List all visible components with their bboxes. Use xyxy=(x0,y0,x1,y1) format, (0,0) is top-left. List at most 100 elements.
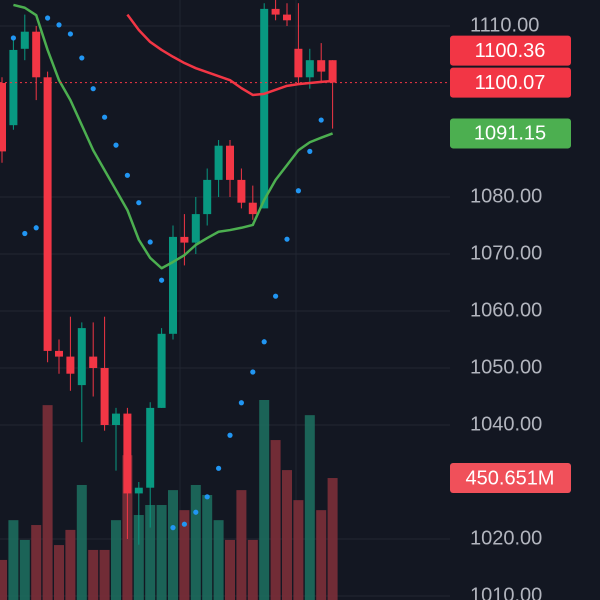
y-tick-label: 1110.00 xyxy=(470,14,539,36)
y-tick-label: 1020.00 xyxy=(470,527,542,549)
sar-dot xyxy=(45,15,51,21)
volume-bar xyxy=(19,539,30,600)
ma-price-label: 1100.36 xyxy=(475,40,546,62)
volume-bar xyxy=(42,405,53,600)
candle-body xyxy=(77,328,86,386)
sar-dot xyxy=(170,525,176,531)
last-price-label-box xyxy=(450,67,571,98)
candle-body xyxy=(294,48,303,78)
candle-body xyxy=(134,487,143,494)
candle-body xyxy=(214,145,223,180)
sar-dot xyxy=(79,55,85,61)
volume-bar xyxy=(179,510,190,600)
candle-body xyxy=(112,413,120,426)
sar-dot xyxy=(250,369,256,375)
sar-dot xyxy=(216,465,222,471)
sar-dot xyxy=(181,521,187,527)
candle-body xyxy=(123,413,132,494)
volume-bar xyxy=(111,520,121,600)
candle-body xyxy=(9,49,18,126)
volume-label: 450.651M xyxy=(466,467,555,489)
y-tick-label: 1070.00 xyxy=(470,242,542,264)
sar-dot xyxy=(113,142,119,148)
candle-body xyxy=(317,60,326,72)
sar-dot xyxy=(22,230,28,237)
volume-bar xyxy=(0,559,7,600)
y-tick-label: 1050.00 xyxy=(470,356,542,378)
volume-bar xyxy=(213,520,224,600)
sar-dot xyxy=(159,277,165,283)
volume-bar xyxy=(168,490,178,600)
sar-dot xyxy=(284,236,290,242)
candle-body xyxy=(0,82,6,152)
volume-bar xyxy=(327,478,338,600)
candle-body xyxy=(191,214,200,243)
candle-body xyxy=(226,145,234,180)
candle-body xyxy=(283,14,291,21)
volume-bar xyxy=(293,500,304,600)
candle-body xyxy=(248,202,257,215)
candle-body xyxy=(260,8,269,209)
ma-price-label-box xyxy=(450,118,571,149)
volume-bar xyxy=(76,484,87,600)
volume-bar xyxy=(88,549,99,600)
volume-bar xyxy=(236,490,247,600)
sar-dot xyxy=(147,239,153,245)
volume-bar xyxy=(202,494,213,600)
volume-bar xyxy=(54,545,64,600)
moving-average-line xyxy=(126,13,333,97)
volume-label-box xyxy=(450,463,571,494)
sar-dot xyxy=(56,22,62,28)
candle-body xyxy=(169,236,177,334)
candle-body xyxy=(157,333,166,408)
last-price-label: 1100.07 xyxy=(475,72,546,94)
sar-dot xyxy=(318,117,324,123)
volume-bar xyxy=(282,470,292,600)
y-tick-label: 1040.00 xyxy=(470,413,542,435)
volume-bar xyxy=(65,529,76,600)
volume-bar xyxy=(8,520,19,600)
sar-dot xyxy=(102,114,108,120)
volume-bar xyxy=(247,539,258,600)
sar-dot xyxy=(238,400,244,406)
volume-bar xyxy=(156,505,167,600)
sar-dot xyxy=(227,432,233,438)
volume-bar xyxy=(133,515,144,600)
sar-dot xyxy=(273,293,279,299)
sar-dot xyxy=(67,31,73,37)
volume-bar xyxy=(304,415,315,600)
candle-body xyxy=(271,8,280,15)
volume-bar xyxy=(99,549,110,600)
sar-dot xyxy=(136,200,142,206)
y-tick-label: 1010.00 xyxy=(470,584,542,600)
sar-dot xyxy=(10,35,16,41)
volume-bar xyxy=(190,484,201,600)
candle-body xyxy=(32,31,41,78)
candle-body xyxy=(20,31,29,49)
sar-dot xyxy=(295,188,301,194)
volume-bar xyxy=(225,539,235,600)
candle-body xyxy=(305,60,314,78)
sar-dot xyxy=(193,509,199,515)
candle-body xyxy=(66,356,75,374)
sar-dot xyxy=(124,172,130,178)
candle-body xyxy=(100,368,109,426)
candle-body xyxy=(180,236,189,243)
candle-body xyxy=(328,60,337,83)
ma-price-label: 1091.15 xyxy=(474,123,546,145)
sar-dot xyxy=(90,86,96,92)
moving-average-line xyxy=(13,3,334,270)
ma-price-label-box xyxy=(450,35,571,66)
sar-dot xyxy=(307,148,313,154)
sar-dot xyxy=(204,494,210,500)
sar-dot xyxy=(261,339,267,345)
volume-bar xyxy=(316,510,327,600)
candle-body xyxy=(89,356,98,369)
volume-bar xyxy=(259,400,270,600)
candle-body xyxy=(43,77,52,351)
volume-bar xyxy=(31,525,42,600)
candle-body xyxy=(203,179,212,215)
